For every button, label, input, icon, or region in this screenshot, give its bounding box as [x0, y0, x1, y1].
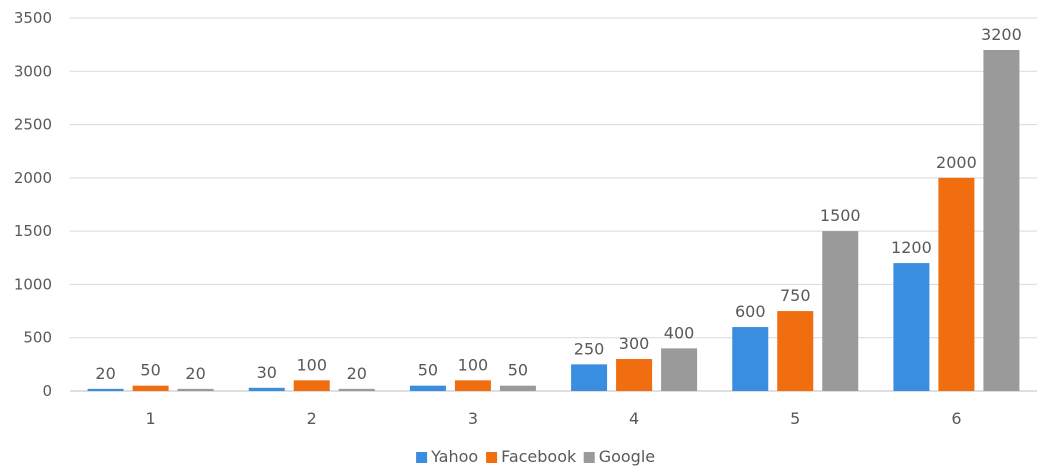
data-label-google-4: 400	[664, 323, 695, 342]
data-label-yahoo-1: 20	[95, 364, 115, 383]
data-label-facebook-3: 100	[458, 355, 489, 374]
x-tick-label: 1	[145, 409, 155, 428]
legend-swatch-yahoo	[416, 452, 428, 463]
y-tick-label: 2000	[14, 169, 52, 187]
y-axis-ticks: 0 500 1000 1500 2000 2500 3000 3500	[14, 9, 52, 400]
x-tick-label: 5	[790, 409, 800, 428]
bar-facebook-2	[293, 380, 330, 391]
legend-swatch-google	[583, 452, 595, 463]
bar-facebook-6	[938, 177, 975, 391]
bar-yahoo-2	[248, 387, 285, 391]
y-tick-label: 3000	[14, 62, 52, 80]
bar-yahoo-4	[571, 364, 608, 391]
x-tick-label: 2	[307, 409, 317, 428]
data-label-yahoo-3: 50	[418, 361, 438, 380]
data-label-google-6: 3200	[981, 25, 1022, 44]
data-label-facebook-2: 100	[296, 355, 327, 374]
bar-facebook-5	[777, 311, 814, 391]
y-tick-label: 3500	[14, 9, 52, 27]
bar-yahoo-3	[409, 385, 446, 391]
data-label-facebook-5: 750	[780, 286, 811, 305]
bar-facebook-3	[454, 380, 491, 391]
x-tick-label: 4	[629, 409, 639, 428]
y-tick-label: 1000	[14, 275, 52, 293]
data-label-yahoo-5: 600	[735, 302, 766, 321]
data-label-yahoo-4: 250	[574, 339, 605, 358]
data-label-facebook-4: 300	[619, 334, 650, 353]
legend-swatch-facebook	[486, 452, 498, 463]
data-labels: 20 50 20 30 100 20 50 100 50 250 300 400 600 750 1500 1…	[95, 25, 1021, 383]
bar-google-2	[338, 388, 375, 391]
data-label-facebook-6: 2000	[936, 153, 977, 172]
x-tick-label: 3	[468, 409, 478, 428]
bar-google-5	[822, 231, 859, 391]
data-label-yahoo-2: 30	[257, 363, 277, 382]
bar-yahoo-5	[732, 327, 769, 391]
x-tick-label: 6	[951, 409, 961, 428]
data-label-yahoo-6: 1200	[891, 238, 932, 257]
bar-yahoo-6	[893, 263, 930, 391]
data-label-google-2: 20	[347, 364, 367, 383]
bar-yahoo-1	[87, 388, 124, 391]
x-axis-ticks: 1 2 3 4 5 6	[145, 409, 961, 428]
y-tick-label: 1500	[14, 222, 52, 240]
legend-label-yahoo: Yahoo	[430, 447, 478, 466]
legend-label-google: Google	[599, 447, 655, 466]
bar-google-6	[983, 49, 1020, 391]
data-label-google-3: 50	[508, 361, 528, 380]
bar-google-3	[499, 385, 536, 391]
legend-label-facebook: Facebook	[501, 447, 577, 466]
data-label-facebook-1: 50	[140, 361, 160, 380]
bars	[87, 49, 1020, 391]
y-tick-label: 0	[42, 382, 52, 400]
bar-facebook-1	[132, 385, 169, 391]
data-label-google-1: 20	[185, 364, 205, 383]
y-tick-label: 500	[23, 329, 52, 347]
bar-facebook-4	[616, 359, 653, 391]
gridlines	[70, 17, 1037, 392]
bar-google-4	[661, 348, 698, 391]
y-tick-label: 2500	[14, 116, 52, 134]
legend: Yahoo Facebook Google	[416, 447, 655, 466]
data-label-google-5: 1500	[820, 206, 861, 225]
bar-google-1	[177, 388, 214, 391]
